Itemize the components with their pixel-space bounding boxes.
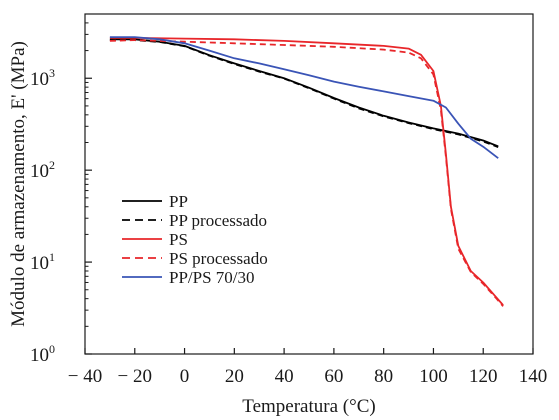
plot-frame — [84, 13, 534, 355]
y-axis-title: Módulo de armazenamento, E' (MPa) — [8, 41, 29, 327]
series-line-ps-processado — [109, 39, 504, 307]
x-tick-label: − 40 — [68, 366, 102, 387]
legend-label-ps: PS — [169, 230, 188, 249]
x-tick-label: 80 — [374, 366, 393, 387]
series-line-pp-processado — [109, 39, 499, 148]
y-tick-label: 103 — [30, 66, 55, 90]
x-tick-label: − 20 — [118, 366, 152, 387]
series-line-pp-ps-70-30 — [109, 36, 499, 159]
x-tick-label: 100 — [419, 366, 448, 387]
x-tick-label: 20 — [225, 366, 244, 387]
y-axis: 100 101 102 103 — [30, 13, 92, 366]
series-line-pp — [109, 38, 499, 148]
x-tick-label: 140 — [519, 366, 548, 387]
y-tick-label: 101 — [30, 250, 55, 274]
y-tick-label: 102 — [30, 158, 55, 182]
x-tick-label: 60 — [324, 366, 343, 387]
x-axis: − 40 − 20 0 20 40 60 80 100 120 140 — [68, 348, 547, 387]
legend-label-pp-processado: PP processado — [169, 211, 267, 230]
y-tick-label: 100 — [30, 342, 55, 366]
legend-label-ps-processado: PS processado — [169, 249, 268, 268]
x-axis-title: Temperatura (°C) — [242, 396, 375, 417]
x-tick-label: 0 — [180, 366, 190, 387]
x-tick-label: 40 — [275, 366, 294, 387]
legend-label-pp: PP — [169, 192, 188, 211]
series-line-ps — [109, 37, 504, 306]
x-tick-label: 120 — [469, 366, 498, 387]
series-layer — [109, 36, 504, 307]
legend-label-pp-ps-70-30: PP/PS 70/30 — [169, 268, 255, 287]
